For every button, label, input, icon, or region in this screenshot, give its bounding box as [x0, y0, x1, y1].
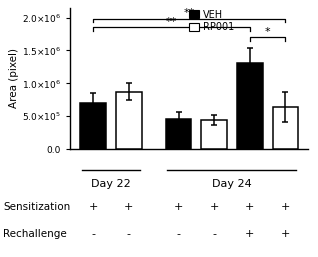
Y-axis label: Area (pixel): Area (pixel): [9, 48, 19, 108]
Text: **: **: [183, 8, 195, 18]
Text: -: -: [91, 229, 95, 239]
Bar: [80, 103, 106, 149]
Text: +: +: [280, 229, 290, 239]
Text: +: +: [88, 202, 98, 212]
Text: Rechallenge: Rechallenge: [3, 229, 67, 239]
Bar: [166, 119, 191, 149]
Bar: [273, 107, 298, 149]
Bar: [237, 63, 263, 149]
Text: Sensitization: Sensitization: [3, 202, 70, 212]
Text: +: +: [124, 202, 133, 212]
Text: +: +: [280, 202, 290, 212]
Text: -: -: [212, 229, 216, 239]
Text: +: +: [245, 229, 254, 239]
Bar: [116, 92, 142, 149]
Text: -: -: [176, 229, 181, 239]
Text: +: +: [245, 202, 254, 212]
Legend: VEH, RP001: VEH, RP001: [189, 10, 234, 32]
Text: *: *: [265, 27, 270, 37]
Text: **: **: [166, 17, 177, 27]
Text: +: +: [174, 202, 183, 212]
Text: -: -: [127, 229, 131, 239]
Text: Day 24: Day 24: [212, 179, 252, 189]
Text: +: +: [210, 202, 219, 212]
Text: Day 22: Day 22: [91, 179, 131, 189]
Bar: [201, 120, 227, 149]
